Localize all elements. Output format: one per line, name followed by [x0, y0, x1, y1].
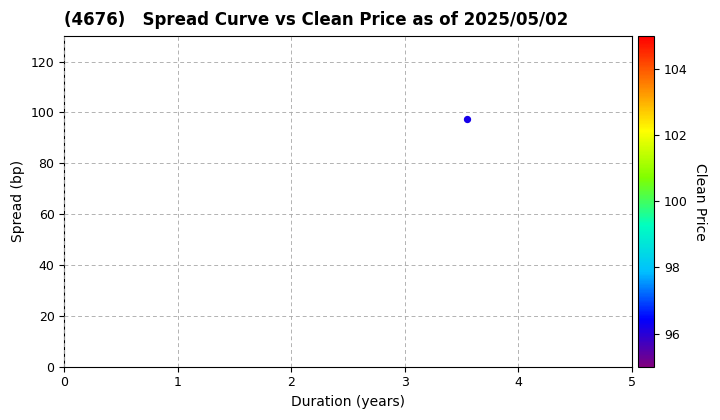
Text: (4676)   Spread Curve vs Clean Price as of 2025/05/02: (4676) Spread Curve vs Clean Price as of… — [64, 11, 569, 29]
X-axis label: Duration (years): Duration (years) — [291, 395, 405, 409]
Y-axis label: Spread (bp): Spread (bp) — [11, 160, 25, 242]
Point — [462, 116, 473, 122]
Y-axis label: Clean Price: Clean Price — [693, 163, 707, 240]
